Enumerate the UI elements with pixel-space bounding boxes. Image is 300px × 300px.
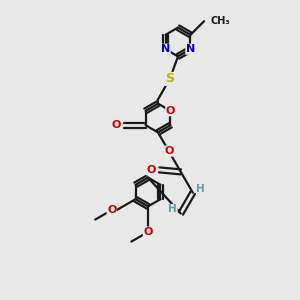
Text: H: H <box>196 184 205 194</box>
Text: S: S <box>165 73 174 85</box>
Text: O: O <box>164 146 173 156</box>
Text: O: O <box>143 227 153 237</box>
Text: O: O <box>146 165 156 175</box>
Text: O: O <box>111 120 121 130</box>
Text: O: O <box>107 205 116 215</box>
Text: CH₃: CH₃ <box>210 16 230 26</box>
Text: O: O <box>166 106 175 116</box>
Text: H: H <box>168 205 177 214</box>
Text: N: N <box>161 44 170 54</box>
Text: N: N <box>186 44 195 54</box>
